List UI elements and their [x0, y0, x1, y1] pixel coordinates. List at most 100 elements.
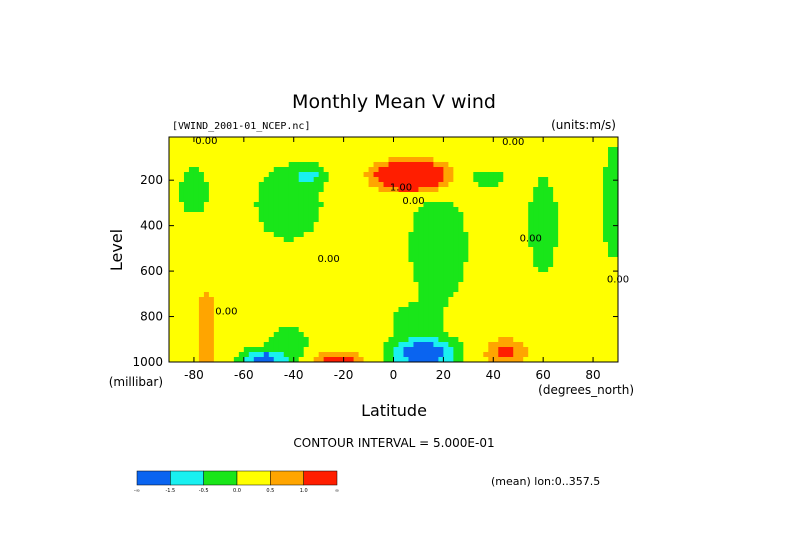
contour-cell: [363, 162, 369, 168]
contour-cell: [458, 137, 464, 143]
contour-cell: [578, 337, 584, 343]
contour-cell: [513, 197, 519, 203]
contour-cell: [513, 262, 519, 268]
contour-cell: [473, 337, 479, 343]
contour-cell: [428, 332, 434, 338]
contour-cell: [253, 347, 260, 353]
contour-cell: [548, 357, 554, 363]
contour-cell: [213, 267, 220, 273]
contour-cell: [498, 282, 504, 288]
contour-cell: [493, 207, 499, 213]
contour-cell: [248, 202, 255, 208]
contour-cell: [303, 327, 310, 333]
contour-cell: [278, 157, 285, 163]
contour-cell: [268, 357, 275, 363]
contour-cell: [253, 357, 260, 363]
contour-cell: [373, 192, 379, 198]
contour-cell: [298, 157, 305, 163]
contour-cell: [288, 317, 295, 323]
contour-cell: [578, 202, 584, 208]
contour-cell: [393, 182, 399, 188]
contour-cell: [528, 247, 534, 253]
contour-cell: [588, 342, 594, 348]
contour-cell: [518, 177, 524, 183]
contour-cell: [588, 267, 594, 273]
contour-cell: [473, 277, 479, 283]
contour-cell: [308, 247, 315, 253]
contour-cell: [253, 247, 260, 253]
contour-cell: [603, 152, 609, 158]
contour-cell: [218, 232, 225, 238]
contour-cell: [333, 272, 340, 278]
contour-cell: [328, 212, 335, 218]
contour-cell: [338, 287, 345, 293]
contour-cell: [568, 272, 574, 278]
contour-cell: [293, 257, 300, 263]
contour-cell: [413, 172, 419, 178]
contour-cell: [348, 142, 354, 148]
contour-cell: [203, 252, 210, 258]
contour-cell: [273, 322, 280, 328]
contour-cell: [288, 167, 295, 173]
contour-cell: [443, 347, 449, 353]
contour-cell: [213, 302, 220, 308]
contour-cell: [463, 282, 469, 288]
contour-cell: [433, 357, 439, 363]
contour-cell: [413, 157, 419, 163]
contour-cell: [408, 342, 414, 348]
contour-cell: [313, 357, 320, 363]
contour-cell: [388, 232, 394, 238]
contour-cell: [188, 177, 195, 183]
contour-cell: [438, 187, 444, 193]
contour-cell: [333, 267, 340, 273]
contour-cell: [273, 337, 280, 343]
contour-cell: [198, 182, 205, 188]
contour-cell: [343, 222, 349, 228]
contour-cell: [248, 237, 255, 243]
contour-cell: [293, 317, 300, 323]
contour-cell: [169, 142, 175, 148]
contour-cell: [393, 292, 399, 298]
contour-cell: [408, 177, 414, 183]
contour-cell: [423, 202, 429, 208]
contour-cell: [543, 177, 549, 183]
contour-cell: [533, 347, 539, 353]
contour-cell: [298, 212, 305, 218]
contour-cell: [238, 162, 245, 168]
contour-cell: [458, 157, 464, 163]
contour-cell: [253, 167, 260, 173]
contour-cell: [563, 272, 569, 278]
contour-cell: [368, 237, 374, 243]
contour-cell: [483, 207, 489, 213]
contour-cell: [233, 252, 240, 258]
contour-cell: [433, 182, 439, 188]
contour-cell: [513, 222, 519, 228]
contour-cell: [348, 347, 354, 353]
contour-cell: [313, 227, 320, 233]
contour-cell: [433, 172, 439, 178]
contour-cell: [443, 227, 449, 233]
contour-cell: [248, 307, 255, 313]
contour-cell: [423, 227, 429, 233]
contour-cell: [488, 327, 494, 333]
contour-cell: [348, 357, 354, 363]
contour-cell: [263, 277, 270, 283]
contour-cell: [268, 192, 275, 198]
contour-cell: [473, 322, 479, 328]
contour-cell: [558, 347, 564, 353]
contour-cell: [468, 192, 474, 198]
contour-cell: [413, 197, 419, 203]
contour-cell: [328, 207, 335, 213]
contour-cell: [588, 217, 594, 223]
contour-cell: [228, 172, 235, 178]
contour-cell: [578, 177, 584, 183]
contour-cell: [513, 142, 519, 148]
contour-cell: [533, 247, 539, 253]
contour-cell: [528, 152, 534, 158]
contour-cell: [513, 167, 519, 173]
contour-cell: [223, 227, 230, 233]
contour-cell: [373, 137, 379, 143]
contour-cell: [338, 212, 345, 218]
contour-cell: [438, 357, 444, 363]
contour-cell: [173, 302, 180, 308]
